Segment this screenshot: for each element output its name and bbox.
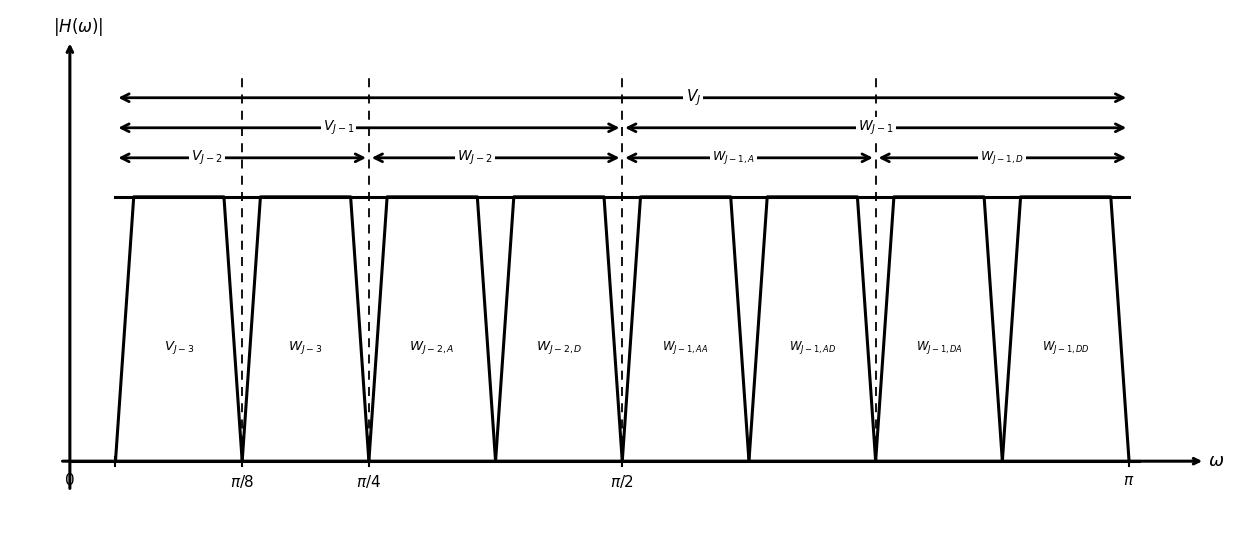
Text: $W_{J-1,AA}$: $W_{J-1,AA}$ [662,339,709,356]
Text: $\pi/2$: $\pi/2$ [610,473,634,490]
Text: $|H(\omega)|$: $|H(\omega)|$ [52,16,103,38]
Text: $W_{J-2,D}$: $W_{J-2,D}$ [536,339,583,356]
Text: $\pi/8$: $\pi/8$ [231,473,254,490]
Text: $W_{J-1}$: $W_{J-1}$ [858,119,894,137]
Text: $W_{J-1,A}$: $W_{J-1,A}$ [712,149,755,166]
Text: $W_{J-1,DA}$: $W_{J-1,DA}$ [915,339,962,356]
Text: $W_{J-3}$: $W_{J-3}$ [289,339,322,356]
Text: 0: 0 [64,473,74,488]
Text: $W_{J-1,D}$: $W_{J-1,D}$ [981,149,1024,166]
Text: $V_{J-2}$: $V_{J-2}$ [191,149,222,167]
Text: $W_{J-1,AD}$: $W_{J-1,AD}$ [789,339,836,356]
Text: $W_{J-1,DD}$: $W_{J-1,DD}$ [1042,339,1090,356]
Text: $V_{J-1}$: $V_{J-1}$ [322,119,355,137]
Text: $\pi$: $\pi$ [1123,473,1135,488]
Text: $W_{J-2}$: $W_{J-2}$ [458,149,494,167]
Text: $\pi/4$: $\pi/4$ [356,473,382,490]
Text: $W_{J-2,A}$: $W_{J-2,A}$ [409,339,455,356]
Text: $\omega$: $\omega$ [1208,452,1224,470]
Text: $V_J$: $V_J$ [686,88,701,108]
Text: $V_{J-3}$: $V_{J-3}$ [164,339,193,356]
